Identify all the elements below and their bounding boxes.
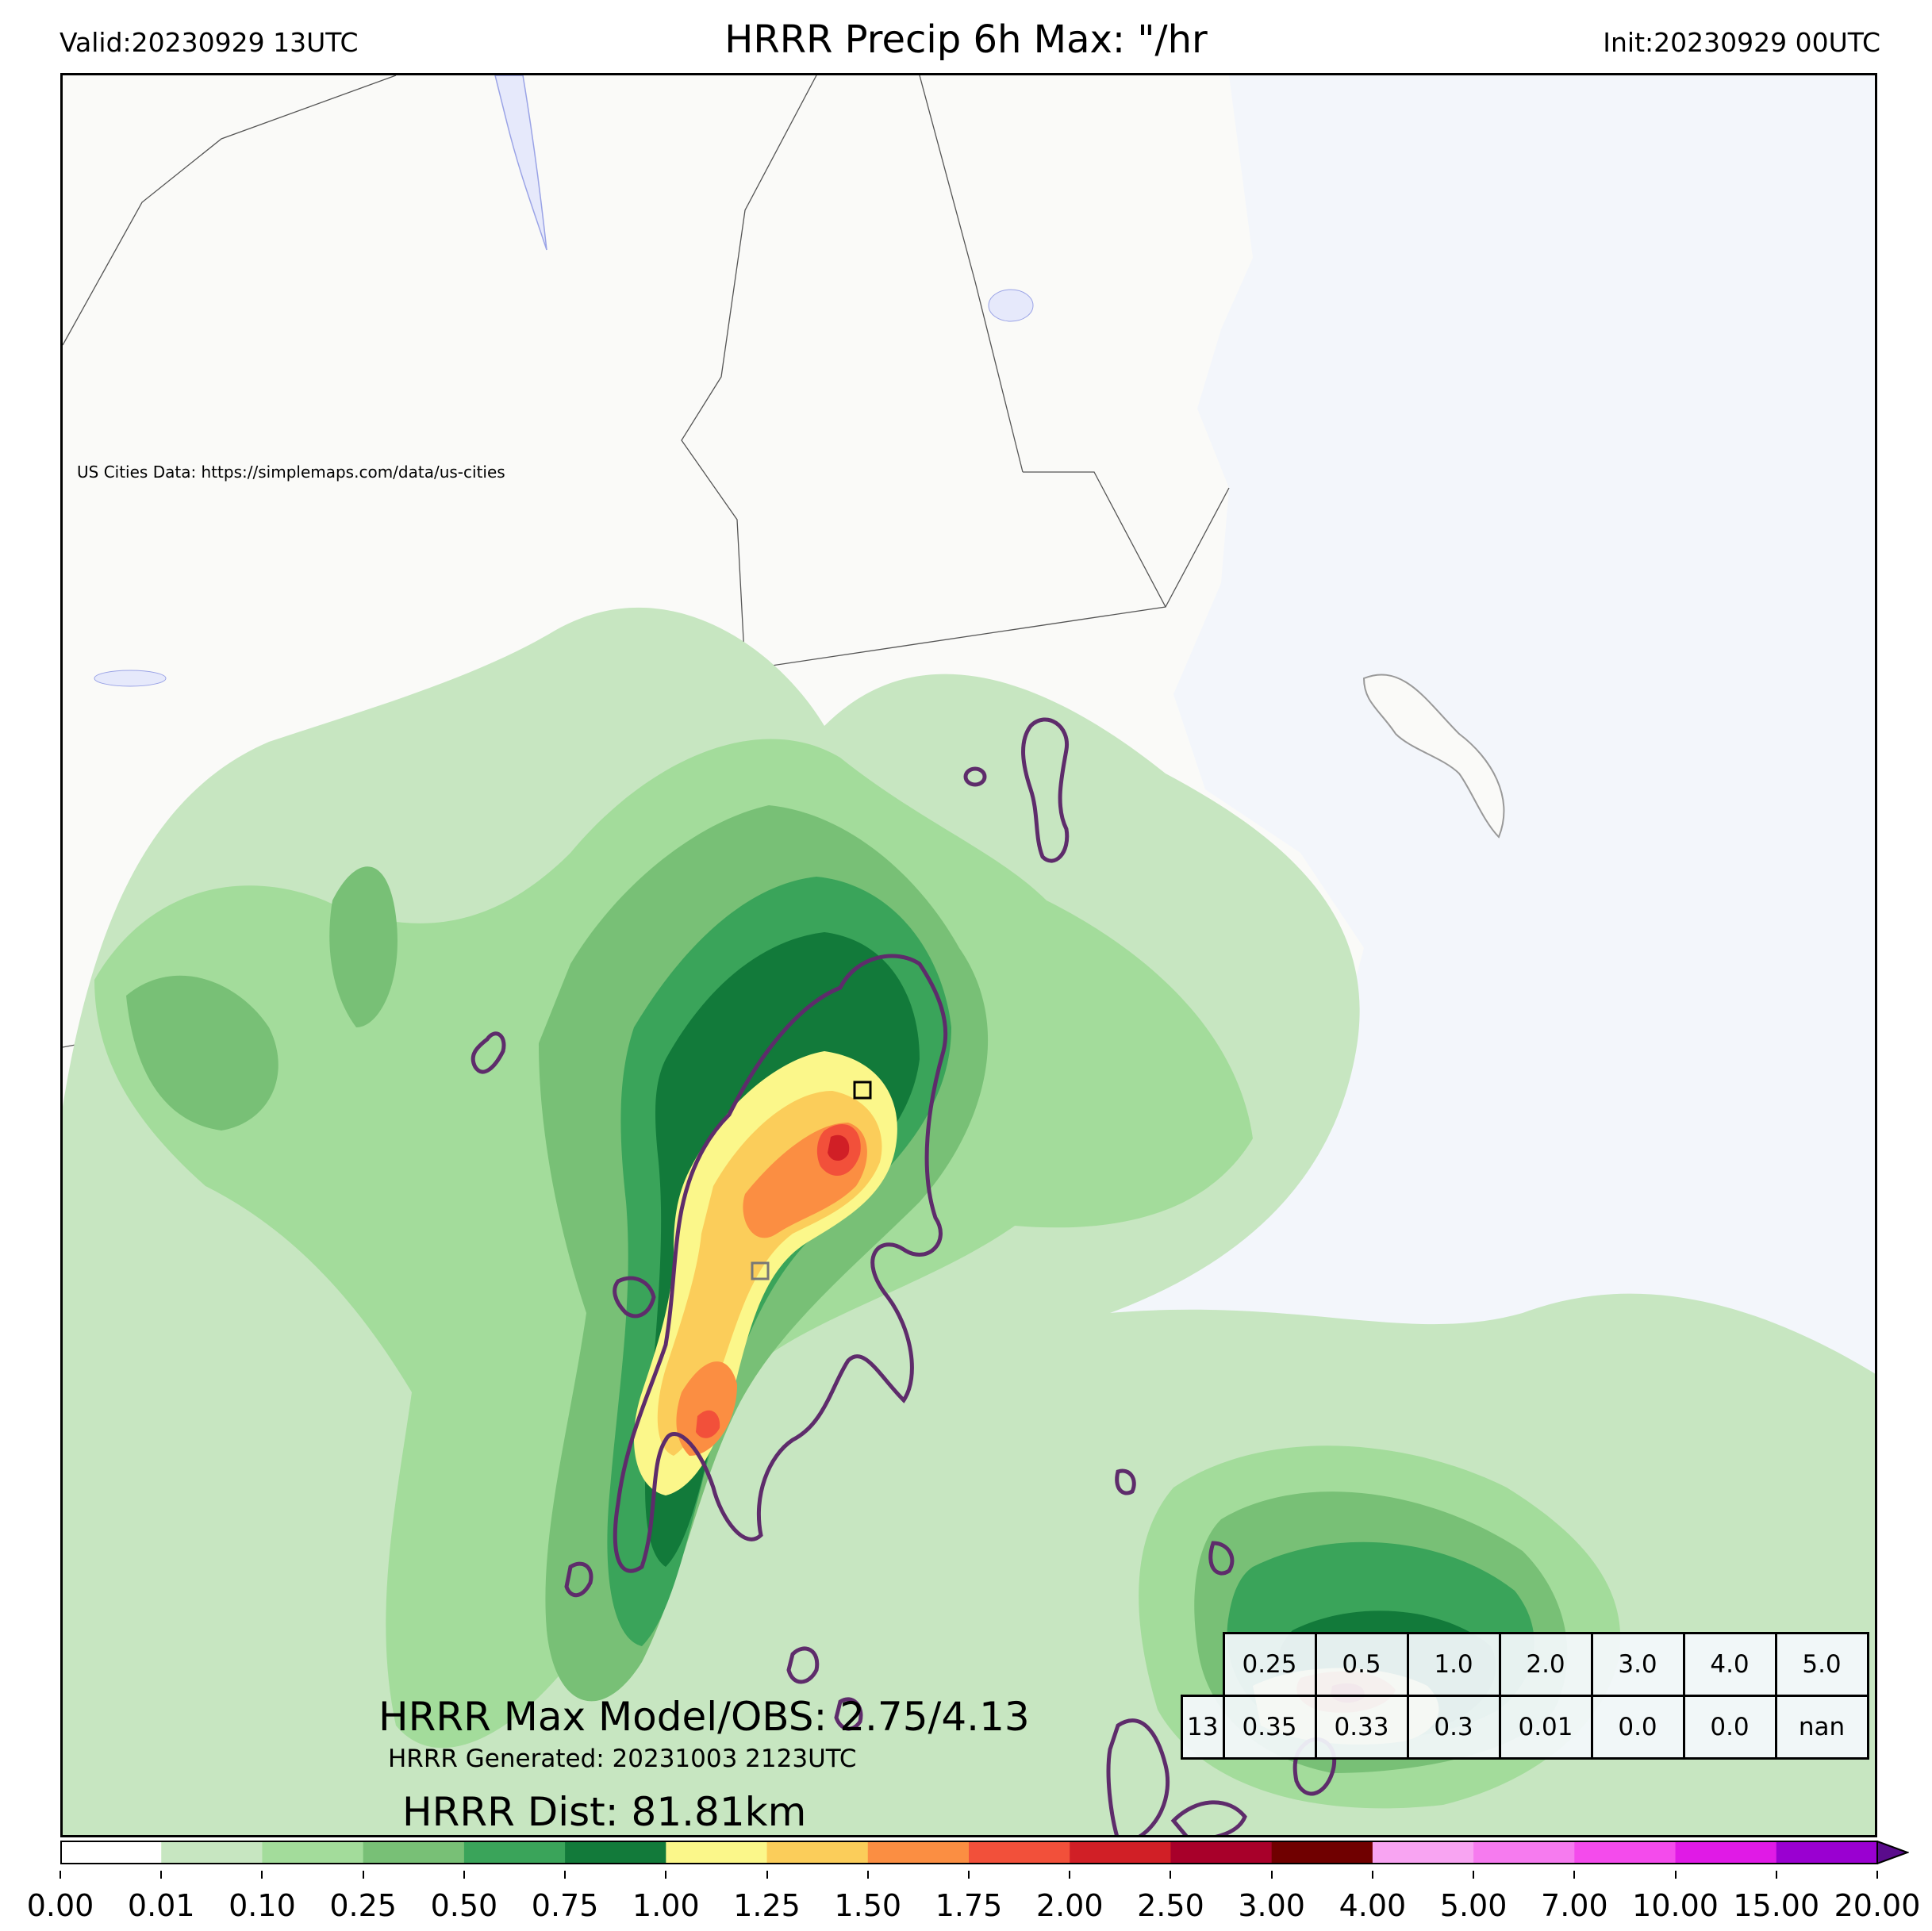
colorbar-tick bbox=[766, 1871, 768, 1879]
colorbar-tick bbox=[564, 1871, 567, 1879]
colorbar-tick bbox=[1371, 1871, 1373, 1879]
colorbar-tick bbox=[1270, 1871, 1273, 1879]
threshold-cell: 3.0 bbox=[1590, 1632, 1685, 1697]
colorbar-tick-label: 0.50 bbox=[430, 1888, 498, 1923]
colorbar-segment bbox=[1574, 1841, 1677, 1864]
colorbar-tick-label: 1.25 bbox=[733, 1888, 801, 1923]
station-marker bbox=[853, 1081, 872, 1100]
colorbar-tick bbox=[665, 1871, 667, 1879]
score-cell: 0.3 bbox=[1406, 1695, 1501, 1760]
colorbar-tick-label: 5.00 bbox=[1439, 1888, 1508, 1923]
colorbar-extend-arrow bbox=[1876, 1841, 1909, 1864]
colorbar-segment bbox=[969, 1841, 1070, 1864]
colorbar-segment bbox=[161, 1841, 263, 1864]
colorbar-segment bbox=[565, 1841, 666, 1864]
colorbar-tick-label: 4.00 bbox=[1339, 1888, 1407, 1923]
colorbar-tick-label: 0.01 bbox=[127, 1888, 195, 1923]
colorbar bbox=[60, 1841, 1909, 1864]
colorbar-tick-label: 1.00 bbox=[632, 1888, 700, 1923]
precip-map bbox=[63, 75, 1875, 1835]
init-time: Init:20230929 00UTC bbox=[1603, 27, 1880, 58]
colorbar-tick bbox=[1069, 1871, 1071, 1879]
score-cell: 0.01 bbox=[1498, 1695, 1593, 1760]
score-row: 13 0.35 0.33 0.3 0.01 0.0 0.0 nan bbox=[1181, 1695, 1869, 1760]
colorbar-tick-label: 7.00 bbox=[1541, 1888, 1608, 1923]
colorbar-tick-label: 10.00 bbox=[1632, 1888, 1719, 1923]
valid-time: Valid:20230929 13UTC bbox=[60, 27, 359, 58]
colorbar-tick-label: 0.25 bbox=[329, 1888, 397, 1923]
colorbar-tick-label: 15.00 bbox=[1733, 1888, 1820, 1923]
colorbar-tick bbox=[1775, 1871, 1777, 1879]
score-cell: 0.0 bbox=[1682, 1695, 1777, 1760]
colorbar-tick-label: 0.00 bbox=[26, 1888, 94, 1923]
colorbar-segment bbox=[1170, 1841, 1273, 1864]
colorbar-tick bbox=[60, 1871, 61, 1879]
colorbar-segment bbox=[1675, 1841, 1777, 1864]
max-model-obs-label: HRRR Max Model/OBS: 2.75/4.13 bbox=[378, 1694, 1030, 1740]
colorbar-tick bbox=[1674, 1871, 1677, 1879]
colorbar-tick bbox=[362, 1871, 364, 1879]
colorbar-tick-label: 0.10 bbox=[229, 1888, 296, 1923]
colorbar-tick-label: 0.75 bbox=[531, 1888, 599, 1923]
colorbar-segment bbox=[867, 1841, 970, 1864]
threshold-cell: 2.0 bbox=[1498, 1632, 1593, 1697]
colorbar-tick bbox=[160, 1871, 163, 1879]
threshold-cell: 4.0 bbox=[1682, 1632, 1777, 1697]
score-cell: 0.0 bbox=[1590, 1695, 1685, 1760]
colorbar-tick-label: 3.00 bbox=[1238, 1888, 1305, 1923]
colorbar-tick bbox=[1876, 1871, 1878, 1879]
cape-cod bbox=[1362, 674, 1505, 839]
colorbar-segment bbox=[766, 1841, 869, 1864]
colorbar-segment bbox=[1271, 1841, 1373, 1864]
colorbar-segment bbox=[60, 1841, 162, 1864]
colorbar-tick-label: 2.50 bbox=[1137, 1888, 1204, 1923]
colorbar-segment bbox=[666, 1841, 768, 1864]
score-cell: nan bbox=[1774, 1695, 1869, 1760]
score-cell: 0.33 bbox=[1314, 1695, 1409, 1760]
threshold-cell: 5.0 bbox=[1774, 1632, 1869, 1697]
colorbar-tick-label: 2.00 bbox=[1035, 1888, 1104, 1923]
colorbar-segment bbox=[1372, 1841, 1474, 1864]
colorbar-tick bbox=[1573, 1871, 1576, 1879]
colorbar-tick bbox=[261, 1871, 263, 1879]
colorbar-tick bbox=[1473, 1871, 1475, 1879]
colorbar-tick-label: 1.50 bbox=[834, 1888, 902, 1923]
colorbar-segment bbox=[1473, 1841, 1575, 1864]
chart-title: HRRR Precip 6h Max: "/hr bbox=[724, 17, 1208, 62]
score-cell: 0.35 bbox=[1222, 1695, 1317, 1760]
threshold-table: 0.25 0.5 1.0 2.0 3.0 4.0 5.0 13 0.35 0.3… bbox=[1181, 1632, 1869, 1760]
colorbar-tick bbox=[968, 1871, 970, 1879]
generated-label: HRRR Generated: 20231003 2123UTC bbox=[388, 1745, 857, 1773]
colorbar-frame bbox=[60, 1841, 1878, 1864]
data-credit: US Cities Data: https://simplemaps.com/d… bbox=[77, 463, 505, 482]
lake bbox=[94, 670, 167, 687]
lake bbox=[494, 75, 547, 251]
threshold-cell: 1.0 bbox=[1406, 1632, 1501, 1697]
colorbar-tick bbox=[866, 1871, 869, 1879]
colorbar-segment bbox=[363, 1841, 465, 1864]
colorbar-tick-label: 20.00 bbox=[1834, 1888, 1921, 1923]
map-panel[interactable]: US Cities Data: https://simplemaps.com/d… bbox=[60, 73, 1877, 1837]
colorbar-tick bbox=[463, 1871, 465, 1879]
colorbar-segment bbox=[1776, 1841, 1878, 1864]
colorbar-segment bbox=[262, 1841, 364, 1864]
threshold-cell: 0.5 bbox=[1314, 1632, 1409, 1697]
threshold-cell: 0.25 bbox=[1222, 1632, 1317, 1697]
threshold-row: 0.25 0.5 1.0 2.0 3.0 4.0 5.0 bbox=[1182, 1632, 1869, 1697]
lake bbox=[988, 289, 1034, 322]
colorbar-tick-label: 1.75 bbox=[935, 1888, 1003, 1923]
station-marker bbox=[751, 1261, 770, 1280]
distance-label: HRRR Dist: 81.81km bbox=[402, 1789, 807, 1835]
obs-contours bbox=[471, 717, 1337, 1835]
score-cell: 13 bbox=[1181, 1695, 1225, 1760]
colorbar-tick bbox=[1170, 1871, 1172, 1879]
colorbar-segment bbox=[463, 1841, 566, 1864]
colorbar-segment bbox=[1070, 1841, 1171, 1864]
